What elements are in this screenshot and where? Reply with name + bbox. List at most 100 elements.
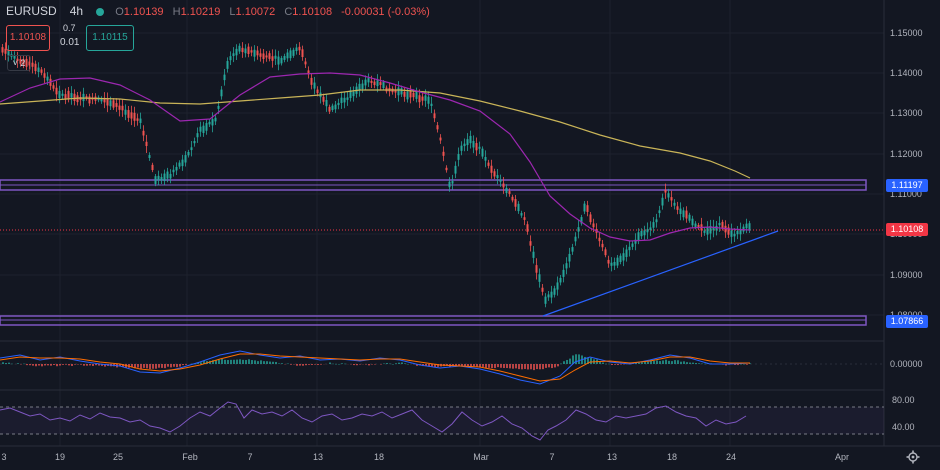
candle-body [178,162,181,167]
macd-histogram-bar [101,364,103,366]
macd-histogram-bar [698,363,700,364]
macd-histogram-bar [137,364,139,368]
candle-body [508,191,511,194]
candle-body [283,56,286,60]
candle-body [559,277,562,283]
candle-body [415,91,418,99]
macd-histogram-bar [398,362,400,364]
macd-histogram-bar [467,364,469,367]
macd-histogram-bar [491,364,493,369]
candle-body [460,145,463,151]
candle-body [133,112,136,121]
macd-histogram-bar [611,364,613,366]
macd-histogram-bar [71,364,73,366]
macd-histogram-bar [47,364,49,366]
candle-body [706,226,709,235]
sell-button[interactable]: 1.10108 [6,25,50,51]
macd-histogram-bar [134,364,136,369]
indicators-toggle-button[interactable]: ˅ 2 [7,55,31,71]
time-tick: Mar [473,452,489,462]
candle-body [22,59,25,65]
price-tick: 1.13000 [890,108,923,118]
macd-histogram-bar [560,363,562,365]
candle-body [334,104,337,110]
candle-body [664,189,667,193]
candle-body [115,103,118,107]
macd-histogram-bar [29,364,31,366]
candle-body [73,93,76,101]
macd-histogram-bar [365,364,367,365]
candle-body [370,80,373,83]
macd-histogram-bar [566,359,568,364]
high-label: H [172,6,181,18]
macd-histogram-bar [146,364,148,369]
macd-histogram-bar [539,364,541,370]
candle-body [118,105,121,110]
macd-histogram-bar [89,364,91,366]
buy-button[interactable]: 1.10115 [86,25,134,51]
candle-body [136,118,139,121]
candle-body [676,206,679,210]
macd-histogram-bar [680,361,682,364]
macd-histogram-bar [734,364,736,365]
rsi-band [0,407,884,434]
candle-body [364,79,367,86]
time-tick: 7 [549,452,554,462]
macd-histogram-bar [341,363,343,364]
macd-histogram-bar [143,364,145,368]
macd-histogram-bar [212,360,214,364]
macd-histogram-bar [248,359,250,364]
candle-body [145,141,148,147]
gear-icon[interactable] [906,450,920,464]
candle-body [637,232,640,241]
candle-body [481,148,484,157]
timeframe[interactable]: 4h [69,4,84,18]
macd-histogram-bar [746,364,748,365]
macd-histogram-bar [701,363,703,365]
candle-body [184,155,187,163]
candle-body [223,74,226,81]
macd-histogram-bar [527,364,529,370]
macd-histogram-bar [92,364,94,366]
macd-histogram-bar [35,364,37,367]
candle-body [619,255,622,262]
macd-histogram-bar [104,364,106,367]
macd-histogram-bar [68,364,70,366]
ascending-trendline[interactable] [542,230,779,317]
candle-body [745,223,748,229]
candle-body [649,227,652,230]
candle-body [688,214,691,221]
close-label: C [284,6,293,18]
macd-histogram-bar [386,363,388,364]
macd-histogram-bar [479,364,481,368]
macd-histogram-bar [50,364,52,366]
symbol-name[interactable]: EURUSD [6,4,57,18]
macd-histogram-bar [725,364,727,366]
macd-histogram-bar [233,359,235,364]
candle-body [511,196,514,201]
candle-body [268,53,271,59]
candle-body [280,57,283,64]
price-tick: 1.12000 [890,149,923,159]
macd-histogram-bar [608,363,610,365]
candle-body [691,218,694,226]
candle-body [112,100,115,108]
candle-body [376,80,379,87]
candle-body [733,233,736,237]
rsi-tick: 80.00 [892,395,915,405]
macd-histogram-bar [368,364,370,366]
candle-body [67,90,70,99]
macd-histogram-bar [314,364,316,365]
macd-histogram-bar [11,363,13,365]
candle-body [670,197,673,201]
candle-body [721,221,724,229]
macd-histogram-bar [470,364,472,368]
macd-histogram-bar [197,362,199,364]
candle-body [166,171,169,179]
candle-body [256,50,259,56]
macd-histogram-bar [182,364,184,366]
macd-histogram-bar [296,364,298,366]
status-dot-icon [96,8,105,17]
macd-histogram-bar [320,364,322,365]
